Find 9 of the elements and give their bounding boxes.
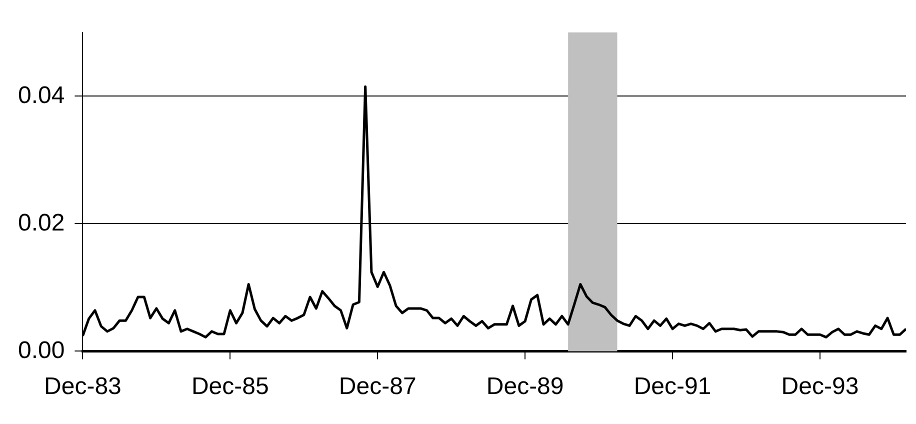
x-tick-label: Dec-91 [634,373,712,400]
x-tick-label: Dec-83 [44,373,122,400]
y-tick-label: 0.00 [18,336,65,364]
y-tick-label: 0.04 [18,82,65,109]
x-tick-label: Dec-87 [338,373,416,400]
x-tick-label: Dec-85 [191,373,269,400]
x-tick-label: Dec-93 [781,373,859,400]
y-tick-label: 0.02 [18,209,65,236]
x-tick-label: Dec-89 [486,373,564,400]
